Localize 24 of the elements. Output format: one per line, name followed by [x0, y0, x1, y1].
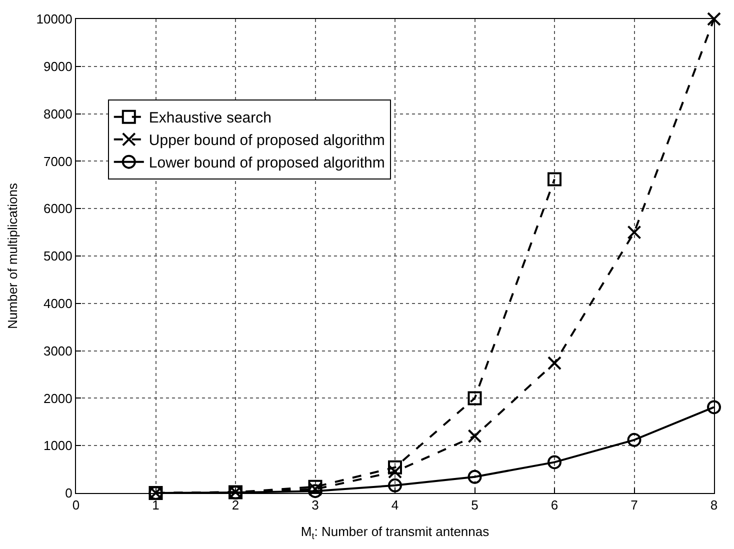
x-tick-label: 1 — [152, 498, 160, 513]
y-tick-label: 7000 — [43, 154, 72, 169]
y-tick-label: 6000 — [43, 201, 72, 216]
y-tick-label: 2000 — [43, 390, 72, 406]
x-tick-label: 8 — [710, 498, 718, 513]
legend-label: Exhaustive search — [148, 110, 272, 127]
x-tick-label: 3 — [312, 498, 319, 513]
x-tick-label: 4 — [391, 498, 399, 513]
legend-label: Upper bound of proposed algorithm — [148, 132, 385, 150]
y-axis-title: Number of multiplications — [5, 182, 20, 329]
y-tick-label: 9000 — [43, 58, 72, 74]
legend-label: Lower bound of proposed algorithm — [148, 154, 385, 172]
y-tick-label: 8000 — [43, 106, 72, 122]
x-tick-label: 5 — [471, 498, 478, 513]
y-tick-label: 3000 — [43, 343, 72, 358]
y-tick-label: 5000 — [43, 248, 72, 264]
y-tick-label: 10000 — [36, 12, 72, 27]
x-tick-label: 7 — [630, 498, 638, 513]
y-tick-label: 1000 — [43, 438, 72, 454]
y-tick-label: 4000 — [43, 296, 72, 311]
x-tick-label: 6 — [550, 498, 558, 513]
x-axis-title: M$_{t}$: Number of transmit antennas — [300, 524, 490, 541]
x-tick-label: 2 — [232, 498, 240, 513]
y-tick-label: 0 — [65, 486, 72, 501]
